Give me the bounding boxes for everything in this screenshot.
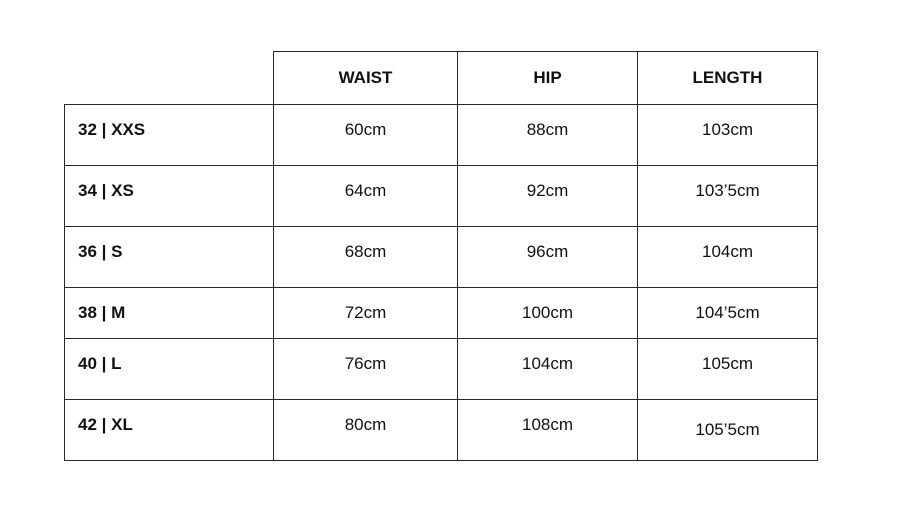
hip-cell: 88cm	[457, 104, 638, 166]
table-row: 34 | XS 64cm 92cm 103’5cm	[64, 165, 818, 227]
size-chart-table: WAIST HIP LENGTH 32 | XXS 60cm 88cm 103c…	[64, 51, 818, 461]
waist-cell: 76cm	[273, 338, 458, 400]
length-cell: 105’5cm	[637, 399, 818, 461]
length-cell: 104’5cm	[637, 287, 818, 339]
size-label: 34 | XS	[64, 165, 274, 227]
hip-cell: 108cm	[457, 399, 638, 461]
length-cell: 103’5cm	[637, 165, 818, 227]
waist-cell: 72cm	[273, 287, 458, 339]
size-label: 32 | XXS	[64, 104, 274, 166]
waist-cell: 68cm	[273, 226, 458, 288]
table-row: 40 | L 76cm 104cm 105cm	[64, 338, 818, 400]
table-row: 42 | XL 80cm 108cm 105’5cm	[64, 399, 818, 461]
hip-cell: 100cm	[457, 287, 638, 339]
hip-cell: 96cm	[457, 226, 638, 288]
waist-cell: 60cm	[273, 104, 458, 166]
length-cell: 104cm	[637, 226, 818, 288]
length-cell: 103cm	[637, 104, 818, 166]
length-cell: 105cm	[637, 338, 818, 400]
size-label: 40 | L	[64, 338, 274, 400]
table-row: 32 | XXS 60cm 88cm 103cm	[64, 104, 818, 166]
waist-cell: 80cm	[273, 399, 458, 461]
header-waist: WAIST	[273, 51, 458, 105]
hip-cell: 92cm	[457, 165, 638, 227]
hip-cell: 104cm	[457, 338, 638, 400]
header-blank	[64, 51, 274, 105]
size-label: 42 | XL	[64, 399, 274, 461]
header-row: WAIST HIP LENGTH	[64, 51, 818, 105]
table-row: 38 | M 72cm 100cm 104’5cm	[64, 287, 818, 339]
size-label: 36 | S	[64, 226, 274, 288]
waist-cell: 64cm	[273, 165, 458, 227]
size-label: 38 | M	[64, 287, 274, 339]
table-row: 36 | S 68cm 96cm 104cm	[64, 226, 818, 288]
header-length: LENGTH	[637, 51, 818, 105]
header-hip: HIP	[457, 51, 638, 105]
